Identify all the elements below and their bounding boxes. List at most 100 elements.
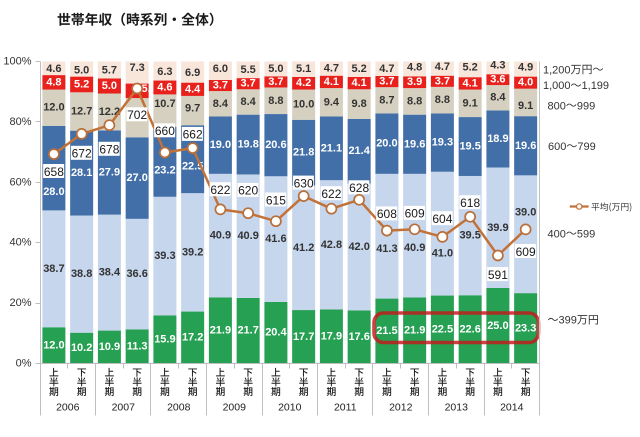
svg-text:5.2: 5.2 [463,61,478,73]
svg-text:591: 591 [488,268,508,282]
svg-text:9.4: 9.4 [324,96,340,108]
svg-text:8.8: 8.8 [435,94,450,106]
svg-text:622: 622 [321,187,341,201]
svg-text:3.7: 3.7 [241,78,256,90]
svg-text:21.5: 21.5 [376,325,397,337]
svg-text:4.7: 4.7 [379,63,394,75]
svg-text:19.3: 19.3 [432,137,453,149]
svg-text:615: 615 [266,193,286,207]
svg-text:5.0: 5.0 [74,65,89,77]
svg-text:5.0: 5.0 [102,80,117,92]
svg-text:20.6: 20.6 [265,139,286,151]
svg-text:999: 999 [577,100,595,112]
svg-text:599: 599 [577,228,595,240]
svg-text:12.7: 12.7 [71,105,92,117]
svg-text:38.4: 38.4 [99,267,121,279]
svg-text:9.1: 9.1 [463,97,478,109]
svg-text:80%: 80% [9,116,31,128]
svg-text:1,000: 1,000 [543,80,571,92]
svg-text:3.7: 3.7 [435,75,450,87]
svg-text:630: 630 [294,176,314,190]
svg-text:17.7: 17.7 [293,331,314,343]
svg-text:28.1: 28.1 [71,167,92,179]
svg-text:27.0: 27.0 [126,172,147,184]
svg-text:17.6: 17.6 [348,331,369,343]
svg-text:622: 622 [210,183,230,197]
svg-text:4.2: 4.2 [296,77,311,89]
svg-text:40%: 40% [9,237,31,249]
svg-text:38.7: 38.7 [43,263,64,275]
svg-text:9.7: 9.7 [185,103,200,115]
svg-text:42.0: 42.0 [348,241,369,253]
svg-text:4.1: 4.1 [352,77,367,89]
svg-text:672: 672 [72,147,92,161]
svg-text:23.2: 23.2 [154,164,175,176]
svg-text:8.8: 8.8 [407,95,422,107]
svg-text:8.8: 8.8 [268,95,283,107]
svg-text:40.9: 40.9 [210,230,231,242]
svg-text:4.3: 4.3 [490,59,505,71]
svg-text:41.3: 41.3 [376,243,397,255]
svg-text:20%: 20% [9,297,31,309]
svg-text:39.0: 39.0 [515,207,536,219]
svg-text:620: 620 [238,184,258,198]
svg-text:8.4: 8.4 [490,92,506,104]
svg-text:678: 678 [99,143,119,157]
svg-text:3.7: 3.7 [213,80,228,92]
svg-text:17.9: 17.9 [321,330,342,342]
svg-text:36.6: 36.6 [126,268,147,280]
svg-text:21.1: 21.1 [321,142,342,154]
svg-text:39.5: 39.5 [459,230,480,242]
svg-text:41.0: 41.0 [432,247,453,259]
svg-text:4.8: 4.8 [46,76,61,88]
svg-text:609: 609 [405,207,425,221]
svg-text:4.6: 4.6 [157,81,172,93]
svg-text:4.7: 4.7 [324,63,339,75]
svg-text:19.6: 19.6 [404,138,425,150]
svg-text:20.0: 20.0 [376,138,397,150]
svg-text:2014: 2014 [500,402,524,414]
svg-text:2009: 2009 [223,402,247,414]
svg-text:15.9: 15.9 [154,333,175,345]
svg-text:5.: 5. [142,83,151,95]
svg-text:4.9: 4.9 [518,61,533,73]
svg-text:25.0: 25.0 [487,320,508,332]
svg-text:3.7: 3.7 [379,76,394,88]
svg-text:628: 628 [349,181,369,195]
svg-text:20.4: 20.4 [265,327,287,339]
svg-text:6.9: 6.9 [185,67,200,79]
svg-text:21.8: 21.8 [293,147,314,159]
svg-text:100%: 100% [3,56,31,68]
svg-text:21.9: 21.9 [404,324,425,336]
svg-text:23.3: 23.3 [515,322,536,334]
svg-text:400: 400 [548,228,566,240]
svg-text:5.5: 5.5 [241,64,256,76]
svg-text:10.7: 10.7 [154,98,175,110]
svg-text:658: 658 [44,165,64,179]
svg-text:5.2: 5.2 [352,63,367,75]
svg-text:2007: 2007 [112,402,136,414]
svg-text:12.0: 12.0 [43,102,64,114]
svg-text:8.4: 8.4 [213,98,229,110]
svg-text:4.4: 4.4 [185,83,201,95]
svg-text:19.6: 19.6 [515,140,536,152]
svg-text:17.2: 17.2 [182,332,203,344]
svg-text:40.9: 40.9 [237,230,258,242]
svg-text:604: 604 [432,212,452,226]
svg-text:21.7: 21.7 [237,325,258,337]
svg-text:4.1: 4.1 [324,76,339,88]
svg-text:702: 702 [127,108,147,122]
svg-text:799: 799 [577,141,595,153]
svg-text:600: 600 [548,141,566,153]
svg-text:4.7: 4.7 [435,61,450,73]
svg-text:27.9: 27.9 [99,166,120,178]
svg-text:41.2: 41.2 [293,242,314,254]
svg-text:2010: 2010 [278,402,302,414]
svg-text:6.0: 6.0 [213,63,228,75]
svg-text:3.7: 3.7 [268,76,283,88]
svg-text:1,199: 1,199 [582,80,610,92]
svg-text:2008: 2008 [167,402,191,414]
svg-text:5.0: 5.0 [268,63,283,75]
svg-text:608: 608 [377,207,397,221]
svg-text:618: 618 [460,196,480,210]
